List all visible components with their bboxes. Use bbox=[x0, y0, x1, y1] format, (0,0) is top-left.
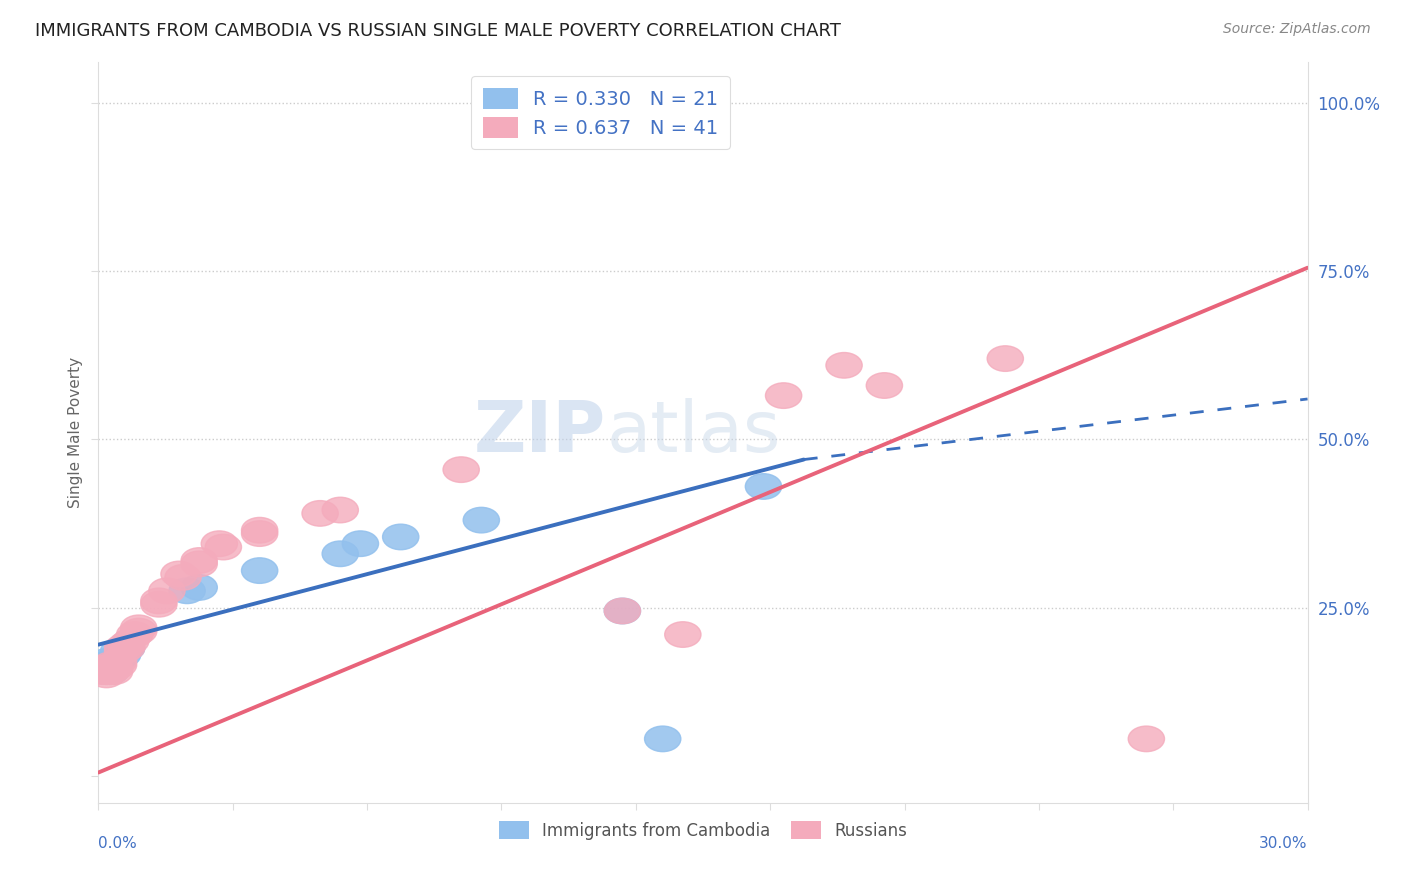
Ellipse shape bbox=[93, 656, 129, 681]
Ellipse shape bbox=[181, 548, 218, 574]
Ellipse shape bbox=[242, 558, 278, 583]
Ellipse shape bbox=[89, 648, 125, 674]
Ellipse shape bbox=[745, 474, 782, 500]
Ellipse shape bbox=[201, 531, 238, 557]
Ellipse shape bbox=[89, 659, 125, 684]
Ellipse shape bbox=[97, 648, 132, 674]
Ellipse shape bbox=[89, 659, 125, 684]
Ellipse shape bbox=[987, 346, 1024, 371]
Ellipse shape bbox=[205, 534, 242, 560]
Ellipse shape bbox=[463, 508, 499, 533]
Ellipse shape bbox=[112, 629, 149, 654]
Text: 0.0%: 0.0% bbox=[98, 836, 138, 851]
Ellipse shape bbox=[93, 652, 129, 678]
Ellipse shape bbox=[108, 632, 145, 657]
Ellipse shape bbox=[181, 551, 218, 576]
Text: 30.0%: 30.0% bbox=[1260, 836, 1308, 851]
Ellipse shape bbox=[97, 659, 132, 684]
Ellipse shape bbox=[605, 599, 641, 624]
Ellipse shape bbox=[765, 383, 801, 409]
Ellipse shape bbox=[242, 521, 278, 547]
Text: ZIP: ZIP bbox=[474, 398, 606, 467]
Ellipse shape bbox=[322, 497, 359, 523]
Ellipse shape bbox=[149, 578, 186, 604]
Ellipse shape bbox=[84, 656, 121, 681]
Ellipse shape bbox=[100, 645, 136, 671]
Ellipse shape bbox=[104, 635, 141, 661]
Ellipse shape bbox=[97, 656, 132, 681]
Y-axis label: Single Male Poverty: Single Male Poverty bbox=[67, 357, 83, 508]
Ellipse shape bbox=[141, 588, 177, 614]
Ellipse shape bbox=[322, 541, 359, 566]
Ellipse shape bbox=[342, 531, 378, 557]
Ellipse shape bbox=[97, 652, 132, 678]
Text: atlas: atlas bbox=[606, 398, 780, 467]
Ellipse shape bbox=[84, 659, 121, 684]
Ellipse shape bbox=[825, 352, 862, 378]
Ellipse shape bbox=[121, 615, 157, 640]
Text: Source: ZipAtlas.com: Source: ZipAtlas.com bbox=[1223, 22, 1371, 37]
Ellipse shape bbox=[169, 578, 205, 604]
Ellipse shape bbox=[302, 500, 339, 526]
Ellipse shape bbox=[181, 574, 218, 600]
Ellipse shape bbox=[165, 565, 201, 591]
Ellipse shape bbox=[866, 373, 903, 399]
Ellipse shape bbox=[665, 622, 702, 648]
Ellipse shape bbox=[84, 652, 121, 678]
Ellipse shape bbox=[644, 726, 681, 752]
Ellipse shape bbox=[160, 561, 197, 587]
Ellipse shape bbox=[382, 524, 419, 549]
Ellipse shape bbox=[93, 659, 129, 684]
Ellipse shape bbox=[100, 648, 136, 674]
Ellipse shape bbox=[117, 622, 153, 648]
Ellipse shape bbox=[100, 639, 136, 665]
Ellipse shape bbox=[89, 656, 125, 681]
Ellipse shape bbox=[242, 517, 278, 543]
Ellipse shape bbox=[605, 599, 641, 624]
Text: IMMIGRANTS FROM CAMBODIA VS RUSSIAN SINGLE MALE POVERTY CORRELATION CHART: IMMIGRANTS FROM CAMBODIA VS RUSSIAN SING… bbox=[35, 22, 841, 40]
Ellipse shape bbox=[104, 642, 141, 667]
Ellipse shape bbox=[443, 457, 479, 483]
Ellipse shape bbox=[108, 635, 145, 661]
Ellipse shape bbox=[89, 662, 125, 688]
Ellipse shape bbox=[1128, 726, 1164, 752]
Ellipse shape bbox=[93, 656, 129, 681]
Legend: Immigrants from Cambodia, Russians: Immigrants from Cambodia, Russians bbox=[492, 814, 914, 847]
Ellipse shape bbox=[93, 659, 129, 684]
Ellipse shape bbox=[108, 635, 145, 661]
Ellipse shape bbox=[141, 591, 177, 617]
Ellipse shape bbox=[104, 639, 141, 665]
Ellipse shape bbox=[121, 618, 157, 644]
Ellipse shape bbox=[100, 652, 136, 678]
